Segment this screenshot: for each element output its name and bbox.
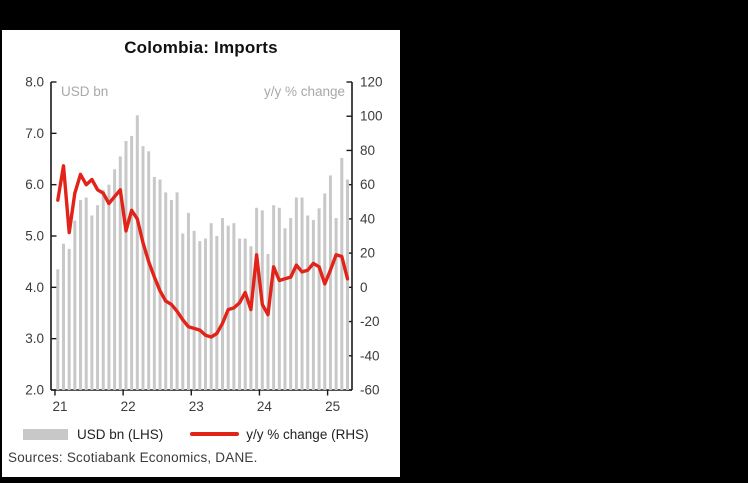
x-axis-tick-label: 22 (121, 399, 136, 414)
bar-2025-04 (345, 179, 349, 390)
bar-2023-12 (255, 207, 259, 390)
bar-2021-10 (107, 184, 111, 390)
bar-2022-10 (175, 192, 179, 390)
bar-2023-06 (221, 218, 225, 390)
sources-note: Sources: Scotiabank Economics, DANE. (8, 450, 258, 465)
bar-2024-07 (294, 197, 298, 390)
x-axis-tick-label: 23 (189, 399, 204, 414)
chart-title: Colombia: Imports (124, 38, 278, 57)
bar-2024-11 (317, 208, 321, 390)
bar-2021-12 (118, 156, 122, 390)
legend-line-swatch-icon (190, 432, 240, 436)
legend-bar-swatch-icon (23, 428, 68, 440)
bar-2022-12 (186, 212, 190, 390)
chart-canvas: 25 24 23 22 21 -60 -40 -20 0 20 40 60 80 100 120 2.0 3.0… (25, 75, 383, 415)
bar-2023-01 (192, 230, 196, 390)
bar-2021-08 (96, 205, 100, 390)
bar-2024-04 (277, 207, 281, 390)
right-axis-tick-label: 40 (360, 211, 375, 226)
bar-2024-06 (289, 218, 293, 390)
bar-2021-05 (79, 200, 83, 390)
bar-2024-03 (272, 205, 276, 390)
legend-line-label: y/y % change (RHS) (246, 426, 369, 442)
bar-2023-10 (243, 238, 247, 390)
chart-legend: USD bn (LHS) y/y % change (RHS) (23, 425, 393, 443)
bar-2021-09 (101, 189, 105, 390)
right-axis-tick-label: 120 (360, 75, 383, 90)
bar-2024-02 (266, 253, 270, 390)
bar-2024-10 (311, 220, 315, 390)
bar-2025-01 (328, 175, 332, 390)
right-axis-tick-label: 60 (360, 177, 375, 192)
left-axis-tick-label: 5.0 (25, 229, 44, 244)
legend-bar-label: USD bn (LHS) (77, 426, 164, 442)
right-axis-tick-label: -60 (360, 383, 380, 398)
bar-2023-11 (249, 246, 253, 390)
bar-2023-03 (203, 238, 207, 390)
bar-2022-08 (164, 192, 168, 390)
bar-2023-05 (215, 236, 219, 390)
left-axis-unit-label: USD bn (61, 84, 108, 99)
right-axis-tick-label: 80 (360, 143, 375, 158)
right-axis-tick-label: -40 (360, 348, 380, 363)
x-axis-tick-label: 21 (52, 399, 67, 414)
bar-2024-08 (300, 197, 304, 390)
right-axis-tick-label: 20 (360, 246, 375, 261)
bar-2021-07 (90, 215, 94, 390)
bar-2022-03 (135, 115, 139, 391)
left-axis-tick-label: 7.0 (25, 126, 44, 141)
bar-2022-01 (124, 141, 128, 390)
yoy-change-line (56, 164, 350, 339)
bar-2024-09 (306, 215, 310, 390)
bar-2022-07 (158, 179, 162, 390)
left-axis-tick-label: 6.0 (25, 177, 44, 192)
right-axis-tick-label: 0 (360, 280, 368, 295)
bar-2022-06 (152, 176, 156, 390)
bar-2021-06 (84, 197, 88, 390)
bar-2023-09 (238, 238, 242, 390)
bar-2023-02 (198, 241, 202, 390)
left-axis-tick-label: 3.0 (25, 331, 44, 346)
bar-2022-11 (181, 233, 185, 390)
right-axis-unit-label: y/y % change (264, 84, 345, 99)
left-axis-tick-label: 8.0 (25, 75, 44, 90)
bar-2021-11 (113, 169, 117, 390)
bar-2022-04 (141, 146, 145, 390)
bar-2023-04 (209, 223, 213, 390)
x-axis-tick-label: 25 (325, 399, 340, 414)
bar-2024-05 (283, 228, 287, 390)
bar-2021-03 (67, 248, 71, 390)
bar-2021-02 (61, 243, 65, 390)
bar-2022-02 (130, 135, 134, 390)
left-axis-tick-label: 4.0 (25, 280, 44, 295)
bar-2022-05 (147, 151, 151, 390)
bar-2025-03 (340, 157, 344, 390)
chart-panel: Colombia: Imports 25 24 23 22 21 -60 -40 -20 0 20… (2, 30, 400, 477)
right-axis-tick-label: 100 (360, 109, 383, 124)
bar-2025-02 (334, 218, 338, 390)
left-axis-tick-label: 2.0 (25, 383, 44, 398)
bar-2021-01 (56, 269, 60, 390)
right-axis-tick-label: -20 (360, 314, 380, 329)
bar-2024-12 (323, 193, 327, 390)
bar-2021-04 (73, 220, 77, 390)
x-axis-tick-label: 24 (257, 399, 273, 414)
bar-2022-09 (169, 200, 173, 390)
